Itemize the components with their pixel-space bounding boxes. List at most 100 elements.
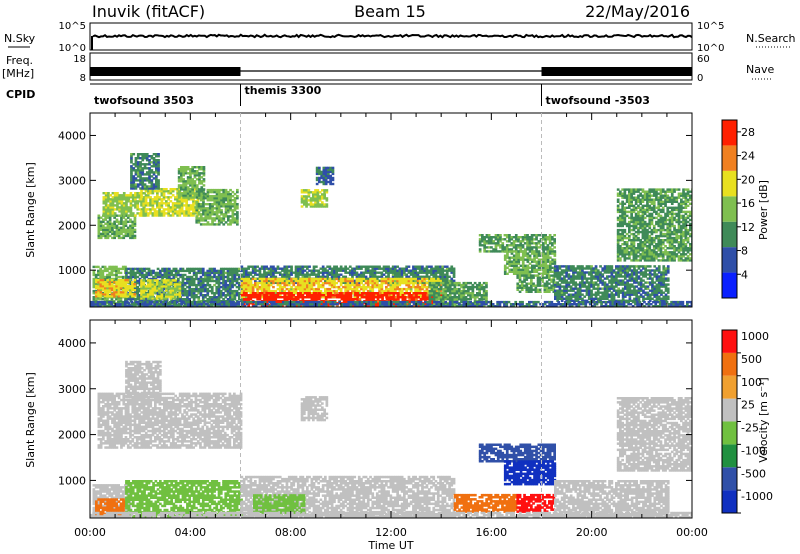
heatmap-cell [174,196,177,199]
heatmap-cell [387,267,390,270]
heatmap-cell [458,296,461,299]
heatmap-cell [206,223,210,226]
heatmap-cell [372,296,375,299]
heatmap-cell [131,234,135,238]
heatmap-cell [337,287,341,291]
heatmap-cell [256,273,259,276]
heatmap-cell [316,193,320,196]
heatmap-cell [97,265,100,269]
heatmap-cell [321,267,325,270]
heatmap-cell [195,289,198,293]
heatmap-cell [159,271,162,275]
heatmap-cell [265,283,268,287]
heatmap-cell [197,271,201,275]
heatmap-cell [299,277,302,281]
heatmap-cell [499,244,502,247]
heatmap-cell [106,230,110,234]
heatmap-cell [452,275,456,278]
heatmap-cell [186,176,190,179]
heatmap-cell [220,201,223,204]
heatmap-cell [118,202,121,205]
heatmap-cell [337,277,341,280]
heatmap-cell [523,234,527,237]
heatmap-cell [383,294,387,297]
heatmap-cell [418,289,422,293]
heatmap-cell [134,275,137,279]
heatmap-cell [433,287,436,291]
heatmap-cell [442,296,445,299]
heatmap-cell [240,292,244,295]
heatmap-cell [467,289,470,293]
heatmap-cell [131,194,135,197]
heatmap-cell [421,277,424,281]
heatmap-cell [158,198,161,201]
heatmap-cell [267,273,271,276]
heatmap-cell [269,283,273,287]
heatmap-cell [256,289,259,293]
heatmap-cell [300,197,304,200]
heatmap-cell [217,275,221,279]
heatmap-cell [452,273,456,276]
heatmap-cell [176,194,179,197]
heatmap-cell [139,181,142,184]
heatmap-cell [231,292,234,295]
heatmap-cell [160,295,164,298]
heatmap-cell [122,289,125,292]
heatmap-cell [530,234,534,237]
heatmap-cell [127,196,131,199]
heatmap-cell [335,281,338,285]
heatmap-cell [348,279,352,283]
heatmap-cell [204,296,207,299]
heatmap-cell [146,214,150,217]
heatmap-cell [355,281,359,285]
heatmap-cell [512,240,516,243]
heatmap-cell [142,291,146,294]
heatmap-cell [227,201,230,204]
heatmap-cell [249,289,253,293]
heatmap-cell [188,283,191,287]
heatmap-cell [312,298,316,301]
heatmap-cell [213,188,217,192]
heatmap-cell [113,232,116,236]
heatmap-cell [204,289,207,293]
heatmap-cell [316,203,320,206]
heatmap-cell [217,289,221,293]
heatmap-cell [222,292,225,295]
heatmap-cell [202,188,206,191]
heatmap-cell [499,238,502,241]
heatmap-cell [213,296,216,299]
heatmap-cell [127,206,131,209]
heatmap-cell [521,236,525,239]
heatmap-cell [365,298,369,301]
heatmap-cell [195,275,198,279]
heatmap-cell [236,195,239,198]
heatmap-cell [108,275,111,279]
heatmap-cell [222,281,225,285]
heatmap-cell [138,289,142,293]
heatmap-cell [124,224,128,227]
heatmap-cell [443,269,447,272]
heatmap-cell [165,283,168,286]
heatmap-cell [125,273,128,277]
heatmap-cell [128,287,132,290]
heatmap-cell [326,265,329,268]
heatmap-cell [292,289,296,293]
heatmap-cell [142,281,146,284]
heatmap-cell [181,269,185,273]
heatmap-cell [145,279,149,283]
heatmap-cell [227,203,230,206]
heatmap-cell [287,298,291,301]
heatmap-cell [400,281,404,285]
heatmap-cell [439,275,442,278]
heatmap-cell [446,283,450,287]
heatmap-cell [450,265,454,268]
heatmap-cell [226,279,230,283]
heatmap-cell [421,285,424,289]
heatmap-cell [430,269,433,272]
heatmap-cell [485,292,488,295]
heatmap-cell [206,213,210,216]
heatmap-cell [274,271,278,274]
heatmap-cell [308,287,311,291]
heatmap-cell [267,287,271,291]
heatmap-cell [220,197,223,200]
